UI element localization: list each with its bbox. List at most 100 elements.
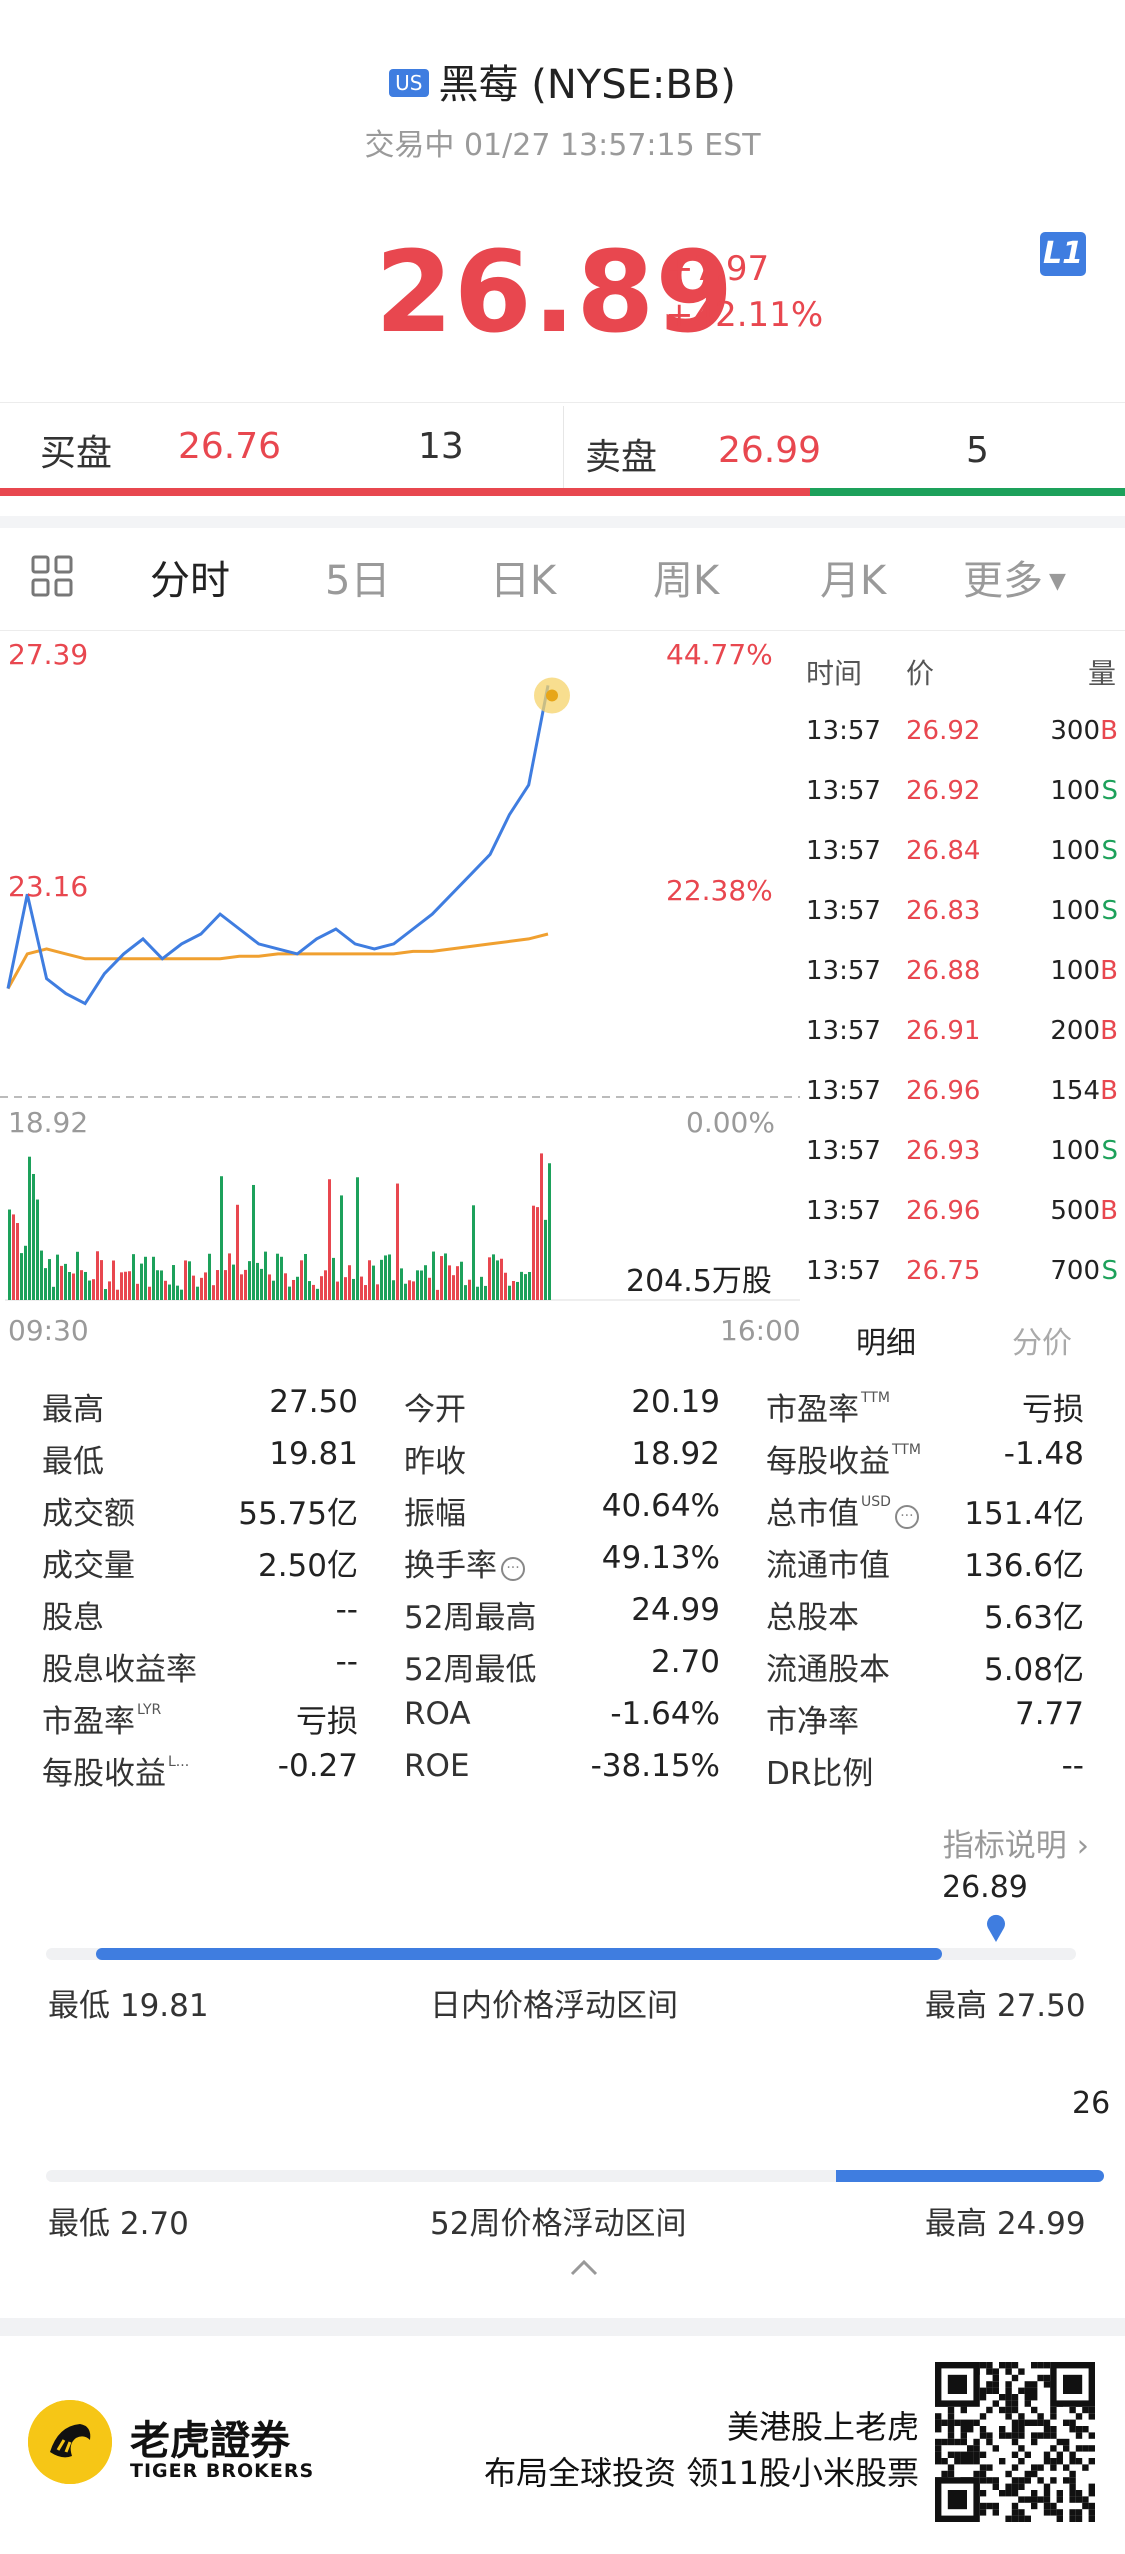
stat-value: 5.08亿 xyxy=(983,1652,1084,1688)
volume-bar xyxy=(72,1273,75,1300)
stat-item: 52周最高 24.99 xyxy=(404,1592,720,1644)
volume-bar xyxy=(20,1253,23,1300)
stat-value: 24.99 xyxy=(631,1592,720,1628)
tab-more[interactable]: 更多 ▼ xyxy=(963,548,1066,606)
tab-intraday[interactable]: 分时 xyxy=(150,558,230,604)
stat-value: -1.48 xyxy=(1003,1436,1084,1472)
stat-label: 每股收益 L... xyxy=(42,1748,189,1793)
day-range-title: 日内价格浮动区间 xyxy=(430,1988,678,2024)
volume-bar xyxy=(148,1286,151,1300)
trade-row: 13:57 26.92 300 B xyxy=(806,716,1120,776)
volume-bar xyxy=(144,1256,147,1300)
trade-side: S xyxy=(1101,1256,1118,1286)
volume-bar xyxy=(464,1285,467,1300)
volume-bar xyxy=(204,1272,207,1300)
tiger-logo-icon xyxy=(28,2400,112,2484)
trade-time: 13:57 xyxy=(806,1016,881,1046)
volume-bar xyxy=(296,1276,299,1300)
week52-range-title: 52周价格浮动区间 xyxy=(430,2206,687,2242)
page-title: US 黑莓 (NYSE:BB) xyxy=(0,52,1125,110)
volume-bar xyxy=(280,1256,283,1300)
volume-bar xyxy=(456,1266,459,1300)
volume-bar xyxy=(192,1275,195,1300)
week52-range-current: 26 xyxy=(1072,2086,1111,2121)
tab-daily-k[interactable]: 日K xyxy=(490,558,557,604)
volume-bar xyxy=(108,1281,111,1300)
stat-label-text: 流通股本 xyxy=(766,1652,890,1688)
indicator-explain-link[interactable]: 指标说明 › xyxy=(943,1820,1089,1865)
volume-bar xyxy=(120,1272,123,1300)
bid-label: 买盘 xyxy=(40,433,113,474)
stat-value: 20.19 xyxy=(631,1384,720,1420)
stat-label-text: 振幅 xyxy=(404,1496,466,1532)
volume-bar xyxy=(408,1280,411,1300)
trade-row: 13:57 26.91 200 B xyxy=(806,1016,1120,1076)
chevron-up-icon[interactable] xyxy=(566,2256,602,2280)
footer-divider xyxy=(0,2318,1125,2336)
trade-row: 13:57 26.96 500 B xyxy=(806,1196,1120,1256)
volume-bar xyxy=(512,1281,515,1300)
volume-bar xyxy=(300,1260,303,1300)
last-price-marker-core xyxy=(546,689,558,702)
trade-side: S xyxy=(1101,836,1118,866)
info-icon[interactable]: ··· xyxy=(501,1557,525,1581)
stat-item: 每股收益 TTM -1.48 xyxy=(766,1436,1084,1488)
stat-label: 成交额 xyxy=(42,1488,135,1533)
volume-bar xyxy=(508,1285,511,1300)
layout-grid-icon[interactable] xyxy=(30,554,74,598)
trade-price: 26.83 xyxy=(906,896,981,926)
info-icon[interactable]: ··· xyxy=(894,1505,919,1529)
stat-label: 最低 xyxy=(42,1436,104,1481)
volume-bar xyxy=(112,1260,115,1300)
volume-bar xyxy=(24,1245,27,1300)
volume-bar xyxy=(348,1265,351,1300)
stat-label: 每股收益 TTM xyxy=(766,1436,921,1481)
volume-bar xyxy=(104,1289,107,1300)
volume-bar xyxy=(136,1283,139,1300)
y-axis-low: 18.92 xyxy=(8,1106,89,1139)
stat-label: 市净率 xyxy=(766,1696,859,1741)
tab-monthly-k[interactable]: 月K xyxy=(820,558,887,604)
volume-bar xyxy=(316,1288,319,1300)
stat-label-text: DR比例 xyxy=(766,1756,874,1792)
footer-slogan-1: 美港股上老虎 xyxy=(726,2408,919,2446)
volume-bar xyxy=(252,1184,255,1300)
stat-label-text: 总市值 xyxy=(766,1496,859,1532)
volume-bar xyxy=(292,1279,295,1300)
level1-icon[interactable]: L1 xyxy=(1040,232,1086,276)
trade-volume: 154 xyxy=(1050,1076,1100,1106)
stat-label: 股息收益率 xyxy=(42,1644,197,1689)
intraday-chart[interactable] xyxy=(0,632,800,1312)
footer-slogan-2: 布局全球投资 领11股小米股票 xyxy=(484,2454,919,2492)
volume-bar xyxy=(240,1274,243,1300)
stat-label-text: 市盈率 xyxy=(42,1704,135,1740)
volume-bar xyxy=(256,1262,259,1300)
stat-label-text: 股息 xyxy=(42,1600,104,1636)
stat-label-text: 最低 xyxy=(42,1444,104,1480)
trades-header-time: 时间 xyxy=(806,657,863,690)
trade-row: 13:57 26.83 100 S xyxy=(806,896,1120,956)
volume-bar xyxy=(228,1253,231,1300)
volume-bar xyxy=(8,1209,11,1300)
stat-label-text: 每股收益 xyxy=(766,1444,890,1480)
volume-bar xyxy=(12,1214,15,1300)
volume-bar xyxy=(212,1285,215,1300)
bid-quantity: 13 xyxy=(418,426,464,467)
y-axis-mid: 23.16 xyxy=(8,870,89,903)
volume-bar xyxy=(220,1176,223,1300)
stat-value: 18.92 xyxy=(631,1436,720,1472)
stat-label: 52周最低 xyxy=(404,1644,536,1689)
tab-5day[interactable]: 5日 xyxy=(325,558,391,604)
tab-trade-price[interactable]: 分价 xyxy=(1012,1326,1072,1361)
change-amount: +7.97 xyxy=(665,249,770,289)
trade-time: 13:57 xyxy=(806,1196,881,1226)
volume-bar xyxy=(36,1199,39,1300)
day-range-pin-icon xyxy=(986,1914,1006,1942)
tab-weekly-k[interactable]: 周K xyxy=(653,558,720,604)
tab-more-label: 更多 xyxy=(963,558,1043,604)
stat-label-text: ROE xyxy=(404,1748,470,1784)
volume-bar xyxy=(320,1276,323,1300)
trade-price: 26.96 xyxy=(906,1076,981,1106)
volume-bar xyxy=(528,1271,531,1300)
tab-trade-detail[interactable]: 明细 xyxy=(856,1326,916,1361)
